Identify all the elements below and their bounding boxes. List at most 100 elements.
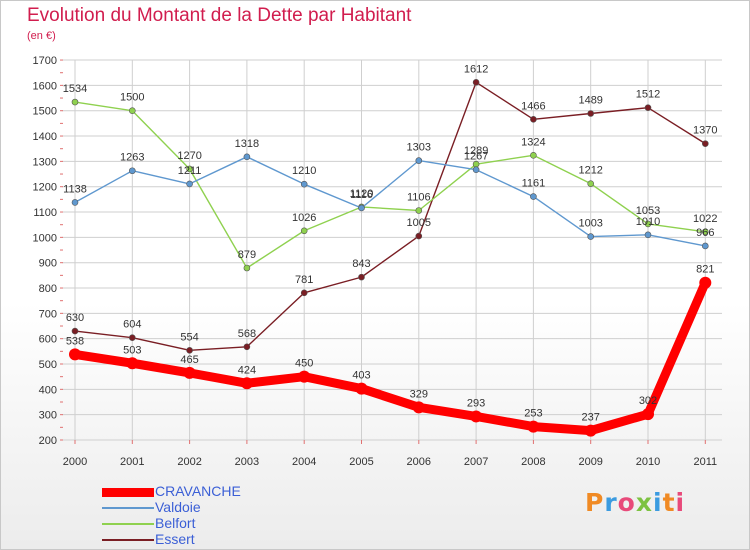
data-label: 302 — [639, 395, 657, 407]
data-label: 1116 — [350, 189, 373, 201]
data-label: 1303 — [407, 142, 431, 154]
y-tick-label: 1100 — [33, 207, 57, 219]
data-label: 1500 — [120, 92, 144, 104]
chart-title: Evolution du Montant de la Dette par Hab… — [27, 5, 412, 26]
x-tick-label: 2010 — [636, 456, 660, 468]
data-label: 1005 — [407, 217, 431, 229]
data-label: 1370 — [693, 125, 717, 137]
x-tick-label: 2005 — [349, 456, 373, 468]
data-point — [355, 382, 368, 395]
data-label: 450 — [295, 358, 313, 370]
data-point — [358, 273, 365, 281]
legend-swatch — [102, 539, 154, 541]
data-label: 1534 — [63, 83, 87, 95]
data-label: 1263 — [120, 152, 144, 164]
data-label: 1010 — [636, 216, 660, 228]
x-tick-label: 2002 — [177, 456, 201, 468]
data-label: 1120 — [350, 188, 374, 200]
series-line-cravanche — [70, 278, 710, 436]
y-tick-label: 1000 — [33, 232, 57, 244]
y-tick-label: 200 — [39, 435, 57, 447]
data-point — [300, 289, 308, 297]
data-point — [470, 410, 483, 423]
data-label: 966 — [696, 227, 714, 239]
data-point — [71, 199, 79, 206]
data-point — [644, 231, 652, 239]
data-point — [126, 357, 139, 370]
data-point — [701, 242, 709, 250]
y-tick-label: 1200 — [33, 182, 57, 194]
y-tick-label: 300 — [39, 410, 57, 422]
y-tick-label: 1700 — [33, 55, 57, 67]
data-point — [183, 366, 196, 379]
data-label: 1022 — [693, 213, 717, 225]
data-label: 1003 — [578, 218, 602, 230]
data-point — [415, 157, 423, 164]
legend-swatch — [102, 523, 154, 525]
data-point — [186, 347, 193, 354]
data-label: 1267 — [464, 151, 488, 163]
data-label: 568 — [238, 328, 256, 340]
data-point — [701, 140, 709, 147]
y-tick-label: 1400 — [33, 131, 57, 143]
data-label: 1512 — [636, 89, 660, 101]
data-label: 237 — [582, 412, 600, 424]
data-label: 1612 — [464, 63, 488, 75]
proxiti-logo: Proxiti — [585, 488, 685, 517]
legend-label: Belfort — [155, 515, 196, 531]
data-point — [243, 153, 251, 161]
data-point — [71, 98, 79, 106]
data-point — [69, 348, 81, 361]
data-label: 538 — [66, 335, 84, 347]
data-point — [298, 370, 311, 383]
logo-letter: x — [635, 488, 653, 517]
data-point — [527, 420, 540, 433]
y-tick-label: 600 — [39, 334, 57, 346]
logo-letter: r — [604, 488, 618, 517]
data-point — [701, 228, 709, 236]
legend-label: CRAVANCHE — [155, 483, 241, 499]
data-label: 1026 — [292, 212, 316, 224]
x-tick-label: 2004 — [292, 456, 316, 468]
data-label: 1318 — [235, 138, 259, 150]
logo-letter: t — [662, 488, 676, 517]
x-tick-label: 2009 — [578, 456, 602, 468]
data-point — [71, 327, 79, 335]
data-point — [530, 116, 537, 123]
data-point — [129, 334, 136, 341]
logo-letter: i — [653, 488, 663, 517]
data-point — [699, 276, 712, 289]
data-point — [587, 110, 595, 117]
data-label: 329 — [410, 388, 428, 400]
data-label: 843 — [352, 258, 370, 270]
x-tick-label: 2001 — [120, 456, 144, 468]
data-label: 1270 — [177, 150, 201, 162]
series-line-valdoie — [74, 156, 706, 247]
y-tick-label: 1300 — [33, 156, 57, 168]
data-label: 1489 — [578, 94, 602, 106]
data-point — [415, 232, 423, 240]
data-point — [129, 107, 136, 115]
data-point — [300, 227, 308, 235]
x-tick-label: 2011 — [693, 456, 717, 468]
legend-label: Valdoie — [155, 499, 201, 515]
x-tick-label: 2000 — [63, 456, 87, 468]
y-tick-label: 900 — [39, 258, 57, 270]
data-point — [472, 166, 480, 174]
data-label: 293 — [467, 397, 485, 409]
chart-subtitle: (en €) — [27, 30, 56, 42]
data-label: 1053 — [636, 205, 660, 217]
data-point — [240, 377, 253, 390]
data-label: 1161 — [522, 178, 546, 190]
data-point — [587, 233, 595, 240]
data-label: 1466 — [521, 100, 545, 112]
y-tick-label: 800 — [39, 283, 57, 295]
data-point — [129, 167, 136, 175]
data-point — [243, 343, 251, 351]
data-point — [642, 408, 654, 421]
data-point — [243, 264, 251, 272]
logo-letter: i — [675, 488, 686, 517]
data-point — [412, 401, 425, 414]
